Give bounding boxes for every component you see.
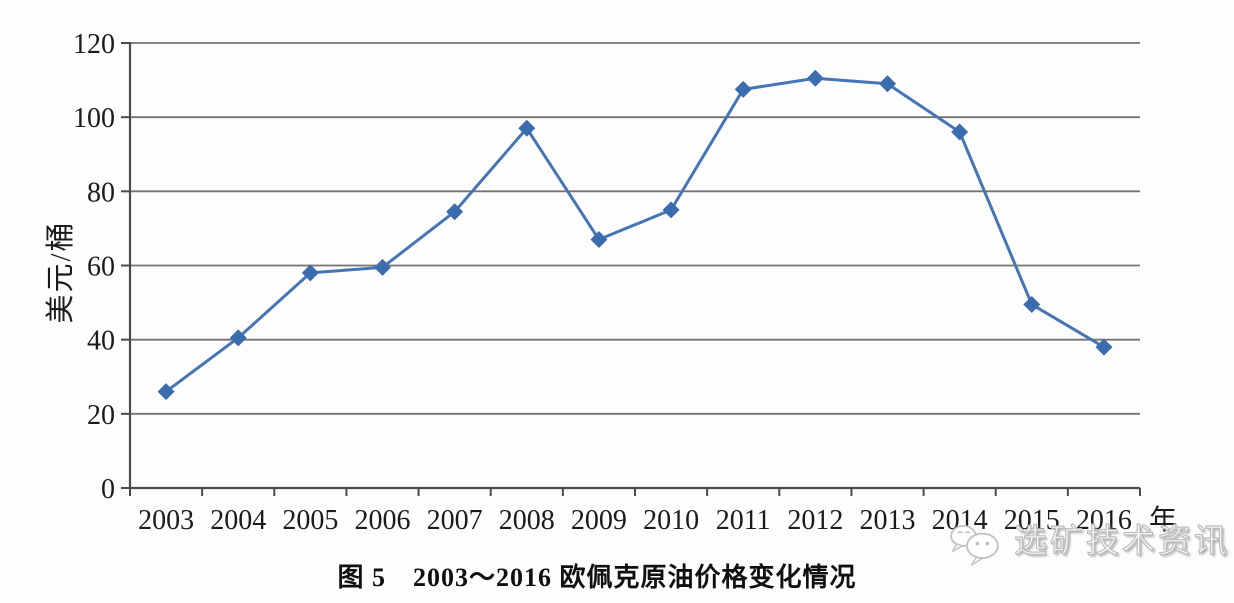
price-line (165, 76, 1105, 393)
x-tick-label: 2004 (210, 505, 266, 536)
data-point-2013 (879, 75, 896, 93)
data-point-2010 (662, 201, 680, 219)
x-tick-label: 2008 (499, 505, 555, 536)
x-tick-label: 2009 (571, 505, 627, 536)
x-tick-label: 2012 (787, 505, 843, 536)
x-tick-label: 2006 (355, 505, 411, 536)
watermark: 选矿技术资讯 (948, 519, 1230, 567)
watermark-text: 选矿技术资讯 (1013, 521, 1230, 559)
data-point-2005 (301, 264, 319, 282)
x-tick-label: 2003 (138, 505, 194, 536)
y-tick-label: 0 (101, 474, 115, 505)
x-tick-label: 2007 (427, 505, 483, 536)
data-point-2011 (734, 80, 752, 98)
x-tick-label: 2015 (1004, 505, 1060, 536)
x-tick-label: 2010 (643, 505, 699, 536)
data-point-2004 (229, 329, 247, 347)
figure-caption: 图 5 2003～2016 欧佩克原油价格变化情况 (337, 563, 857, 592)
y-tick-label: 100 (73, 103, 115, 134)
data-point-2009 (590, 231, 608, 249)
data-point-2003 (157, 383, 175, 401)
data-point-2012 (806, 69, 824, 87)
x-tick-label: 2013 (860, 505, 916, 536)
data-point-2007 (446, 203, 464, 221)
y-tick-label: 20 (87, 400, 115, 431)
x-tick-label: 2016 (1076, 505, 1132, 536)
y-tick-label: 60 (87, 252, 115, 283)
data-point-2016 (1095, 338, 1113, 356)
wechat-logo-icon (950, 524, 999, 566)
x-tick-label: 2011 (716, 505, 771, 536)
x-axis-unit-label: 年 (1149, 504, 1177, 536)
y-tick-label: 40 (87, 326, 115, 357)
y-axis-title: 美元/桶 (45, 220, 77, 324)
data-point-2006 (374, 258, 391, 276)
y-tick-label: 120 (73, 29, 115, 60)
data-point-2014 (951, 123, 969, 141)
x-tick-label: 2005 (282, 505, 338, 536)
data-point-2008 (518, 119, 536, 137)
y-tick-label: 80 (87, 177, 115, 208)
data-point-2015 (1023, 295, 1041, 313)
